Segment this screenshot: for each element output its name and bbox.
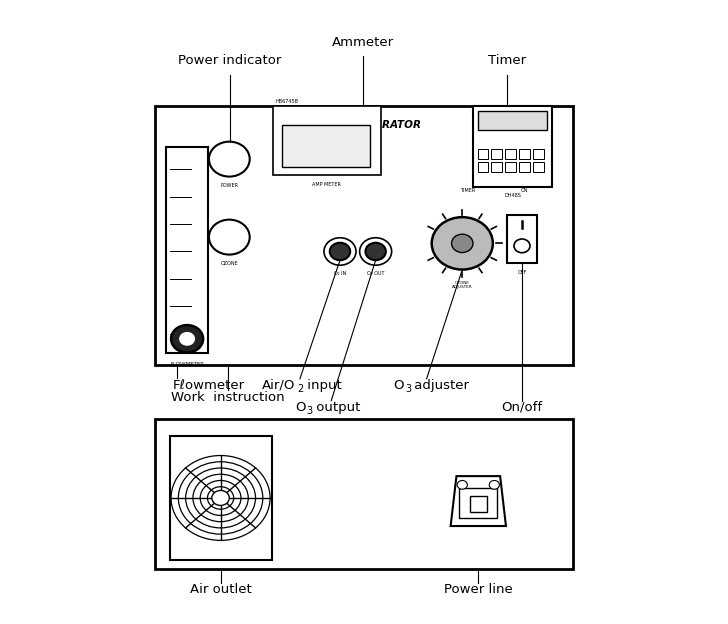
Circle shape	[489, 480, 499, 489]
Bar	[507, 215, 537, 263]
Circle shape	[186, 468, 256, 528]
Text: output: output	[312, 401, 360, 414]
Text: TIMER: TIMER	[461, 188, 475, 193]
Bar	[170, 436, 272, 560]
Bar	[166, 147, 208, 353]
Polygon shape	[451, 476, 506, 526]
Circle shape	[193, 474, 248, 522]
Text: Ammeter: Ammeter	[332, 36, 395, 49]
Circle shape	[514, 239, 530, 253]
Text: Work  instruction: Work instruction	[171, 391, 285, 404]
Text: adjuster: adjuster	[410, 379, 469, 392]
Bar	[533, 149, 544, 159]
Text: O: O	[295, 401, 305, 414]
Circle shape	[360, 238, 392, 265]
Bar	[478, 149, 488, 159]
Circle shape	[451, 234, 473, 253]
Text: ON: ON	[521, 188, 528, 193]
Bar	[478, 162, 488, 172]
Text: DH48S: DH48S	[504, 193, 521, 198]
Bar	[273, 106, 381, 175]
Text: O₃ OUT: O₃ OUT	[367, 271, 384, 276]
Text: OZONE GENERATOR: OZONE GENERATOR	[306, 120, 421, 130]
Text: OFF: OFF	[518, 270, 526, 275]
Bar	[155, 106, 573, 365]
Bar	[533, 162, 544, 172]
Text: HB6745B: HB6745B	[275, 99, 298, 104]
Text: Timer: Timer	[488, 54, 526, 67]
Circle shape	[171, 456, 270, 540]
Circle shape	[207, 487, 234, 509]
Bar	[473, 106, 552, 187]
Text: FLOWMETER: FLOWMETER	[170, 362, 204, 367]
Text: OZONE
ADJUSTER: OZONE ADJUSTER	[452, 281, 472, 290]
Text: Air outlet: Air outlet	[190, 583, 251, 597]
Text: O: O	[393, 379, 403, 392]
Text: input: input	[303, 379, 341, 392]
Text: Fℓowmeter: Fℓowmeter	[173, 379, 245, 392]
Bar	[519, 162, 530, 172]
Circle shape	[171, 325, 203, 353]
Bar	[470, 496, 487, 512]
Bar	[282, 125, 370, 167]
Text: POWER: POWER	[221, 183, 238, 188]
Bar	[491, 149, 502, 159]
Text: 2: 2	[297, 384, 304, 394]
Bar	[459, 488, 497, 518]
Text: 3: 3	[306, 406, 312, 416]
Bar	[155, 419, 573, 569]
Circle shape	[457, 480, 467, 489]
Bar	[505, 149, 516, 159]
Circle shape	[432, 217, 493, 270]
Text: AMP METER: AMP METER	[312, 182, 341, 187]
Circle shape	[212, 490, 229, 505]
Circle shape	[324, 238, 356, 265]
Bar	[505, 162, 516, 172]
Circle shape	[365, 243, 386, 260]
Text: On/off: On/off	[502, 401, 542, 414]
Text: OZONE: OZONE	[221, 261, 238, 266]
Circle shape	[209, 142, 250, 177]
Bar	[491, 162, 502, 172]
Circle shape	[200, 480, 241, 515]
Circle shape	[209, 220, 250, 255]
Text: Air/O: Air/O	[262, 379, 296, 392]
Text: 3: 3	[405, 384, 411, 394]
Circle shape	[330, 243, 350, 260]
Text: O₂ IN: O₂ IN	[334, 271, 346, 276]
Text: Power indicator: Power indicator	[178, 54, 282, 67]
Text: Power line: Power line	[444, 583, 513, 597]
Circle shape	[178, 462, 263, 534]
Bar	[478, 111, 547, 130]
Circle shape	[180, 333, 194, 345]
Bar	[519, 149, 530, 159]
